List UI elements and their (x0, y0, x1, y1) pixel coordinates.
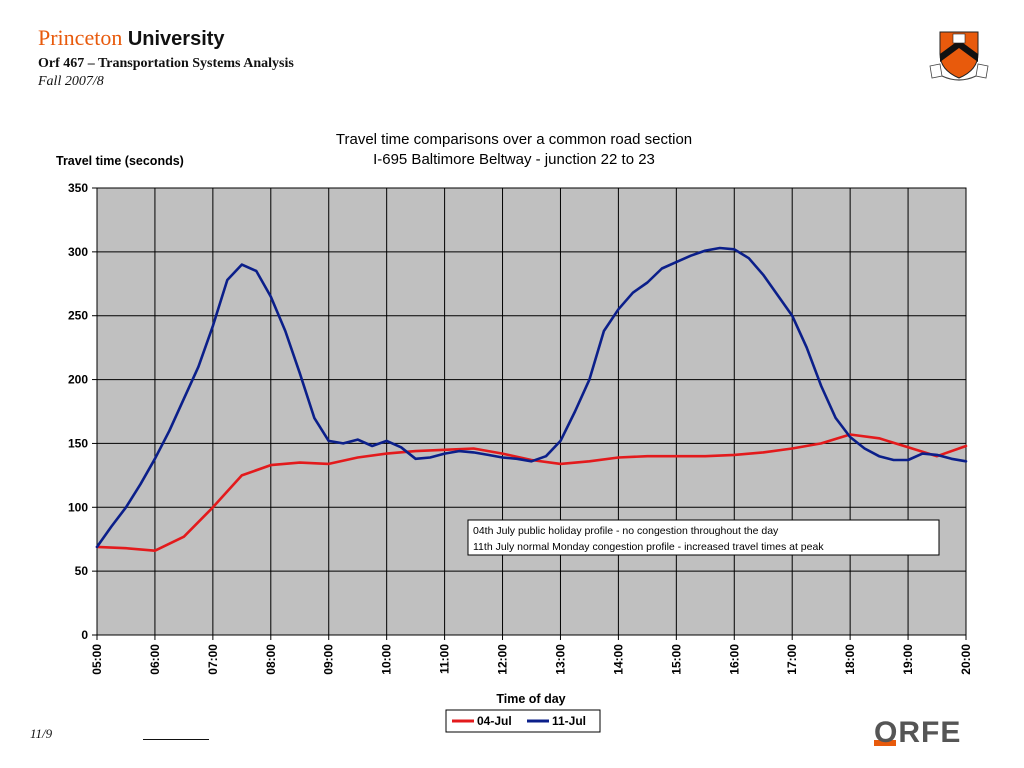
chart-subtitle: I-695 Baltimore Beltway - junction 22 to… (373, 151, 655, 168)
x-tick-label: 17:00 (785, 644, 799, 675)
annotation-line-1: 04th July public holiday profile - no co… (473, 525, 779, 537)
x-tick-label: 06:00 (148, 644, 162, 675)
annotation-line-2: 11th July normal Monday congestion profi… (473, 541, 824, 553)
y-tick-label: 100 (68, 500, 88, 514)
brand-part2: University (127, 28, 225, 50)
x-tick-label: 08:00 (264, 644, 278, 675)
series-line-jul11 (95, 246, 968, 549)
x-tick-label: 12:00 (496, 644, 510, 675)
x-tick-label: 20:00 (959, 644, 973, 675)
y-tick-label: 250 (68, 309, 88, 323)
x-tick-label: 19:00 (901, 644, 915, 675)
slide-header: Princeton University Orf 467 – Transport… (38, 26, 294, 90)
orfe-logo-bar (874, 740, 896, 746)
y-tick-label: 150 (68, 436, 88, 450)
x-tick-label: 15:00 (669, 644, 683, 675)
course-term: Fall 2007/8 (38, 74, 104, 89)
x-tick-label: 05:00 (90, 644, 104, 675)
brand-part1: Princeton (38, 25, 123, 50)
course-title: Orf 467 – Transportation Systems Analysi… (38, 56, 294, 71)
footer-divider (143, 739, 209, 740)
university-shield-icon (929, 31, 989, 81)
x-tick-label: 07:00 (206, 644, 220, 675)
y-tick-label: 200 (68, 373, 88, 387)
chart-legend: 04-Jul 11-Jul (445, 709, 601, 733)
annotation-box: 04th July public holiday profile - no co… (467, 519, 940, 556)
footer-date: 11/9 (30, 726, 53, 741)
y-tick-label: 50 (75, 564, 89, 578)
y-tick-label: 300 (68, 245, 88, 259)
x-tick-label: 13:00 (553, 644, 567, 675)
x-tick-label: 11:00 (438, 644, 452, 674)
y-axis-label: Travel time (seconds) (56, 154, 184, 168)
x-tick-label: 16:00 (727, 644, 741, 675)
x-tick-label: 18:00 (843, 644, 857, 675)
y-tick-label: 350 (68, 181, 88, 195)
university-logo-text: Princeton University (38, 26, 294, 51)
y-tick-label: 0 (81, 628, 88, 642)
chart-title: Travel time comparisons over a common ro… (336, 131, 692, 148)
legend-label-jul4: 04-Jul (477, 714, 512, 728)
x-tick-label: 09:00 (322, 644, 336, 675)
orfe-logo: ORFE (874, 716, 962, 749)
legend-label-jul11: 11-Jul (552, 714, 586, 728)
x-tick-label: 14:00 (611, 644, 625, 675)
plot-area (96, 187, 967, 636)
x-axis-label: Time of day (496, 692, 565, 706)
x-tick-label: 10:00 (380, 644, 394, 675)
